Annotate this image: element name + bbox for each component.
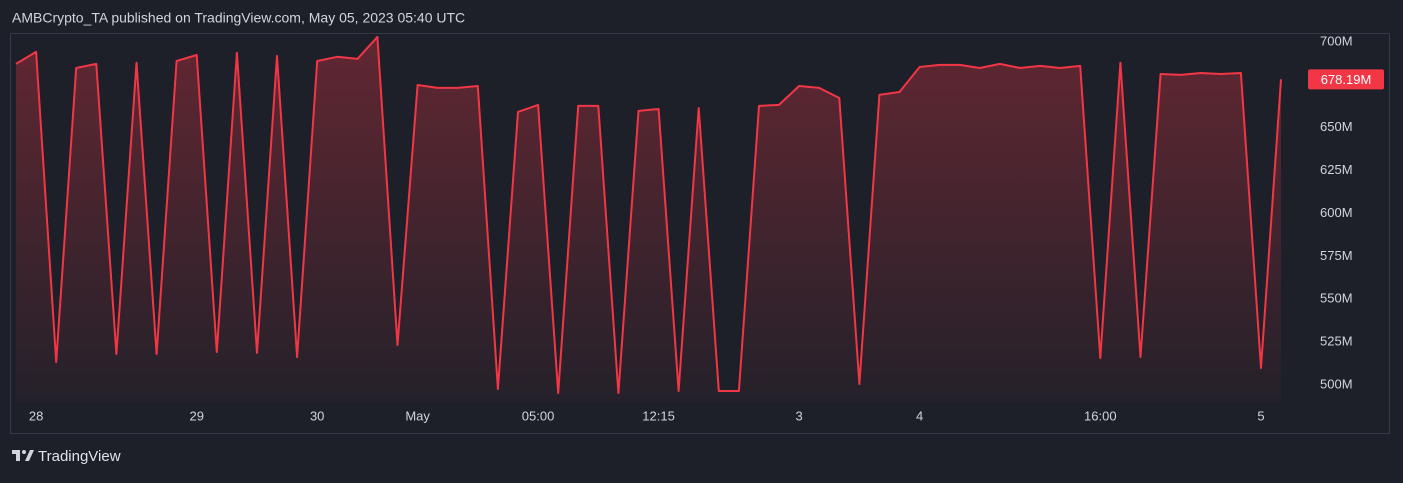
- y-tick-label: 650M: [1320, 119, 1353, 134]
- brand: TradingView: [38, 448, 121, 465]
- x-tick-label: 30: [310, 408, 324, 423]
- y-tick-label: 525M: [1320, 334, 1353, 349]
- pane-border: [10, 33, 1390, 434]
- x-tick-label: 29: [189, 408, 203, 423]
- price-label: 678.19M: [1321, 72, 1372, 87]
- area-fill: [16, 36, 1281, 403]
- x-tick-label: 12:15: [642, 408, 675, 423]
- x-tick-label: 28: [29, 408, 43, 423]
- y-tick-label: 550M: [1320, 291, 1353, 306]
- x-tick-label: 05:00: [522, 408, 555, 423]
- line: [15, 35, 1282, 395]
- x-tick-label: May: [405, 408, 430, 423]
- x-tick-label: 16:00: [1084, 408, 1117, 423]
- x-tick-label: 3: [796, 408, 803, 423]
- price-label-box: [1308, 69, 1384, 90]
- x-tick-label: 4: [916, 408, 923, 423]
- y-tick-label: 575M: [1320, 248, 1353, 263]
- y-tick-label: 600M: [1320, 205, 1353, 220]
- y-tick-label: 500M: [1320, 376, 1353, 391]
- y-tick-label: 700M: [1320, 33, 1353, 48]
- logo: [12, 450, 34, 461]
- x-tick-label: 5: [1257, 408, 1264, 423]
- y-tick-label: 625M: [1320, 162, 1353, 177]
- header: AMBCrypto_TA published on TradingView.co…: [12, 10, 465, 26]
